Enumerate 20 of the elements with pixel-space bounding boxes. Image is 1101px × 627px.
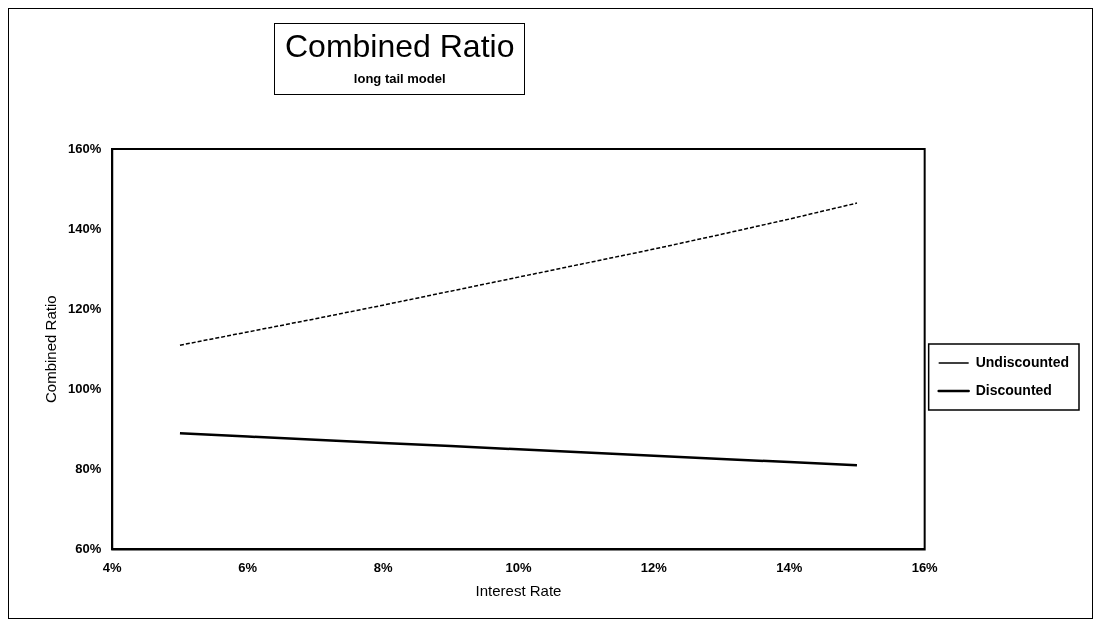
chart-subtitle: long tail model xyxy=(352,71,447,86)
x-tick-label: 4% xyxy=(102,559,123,575)
chart-title: Combined Ratio xyxy=(285,28,515,65)
y-tick-label: 160% xyxy=(68,140,102,156)
x-tick-label: 6% xyxy=(238,559,258,575)
x-tick-label: 16% xyxy=(911,559,939,575)
legend-label: Discounted xyxy=(975,381,1052,398)
y-tick-label: 140% xyxy=(68,220,102,236)
x-tick-label: 8% xyxy=(373,559,393,575)
x-tick-label: 14% xyxy=(776,559,803,575)
x-axis-title: Interest Rate xyxy=(475,582,562,600)
y-tick-label: 100% xyxy=(68,380,102,396)
legend-label: Undiscounted xyxy=(975,353,1070,370)
x-tick-label: 12% xyxy=(640,559,668,575)
y-tick-label: 80% xyxy=(75,460,102,476)
x-tick-label: 10% xyxy=(505,559,532,575)
y-tick-label: 120% xyxy=(68,300,102,316)
y-axis-title: Combined Ratio xyxy=(42,295,60,403)
y-tick-label: 60% xyxy=(75,540,102,556)
line-series xyxy=(179,202,858,346)
